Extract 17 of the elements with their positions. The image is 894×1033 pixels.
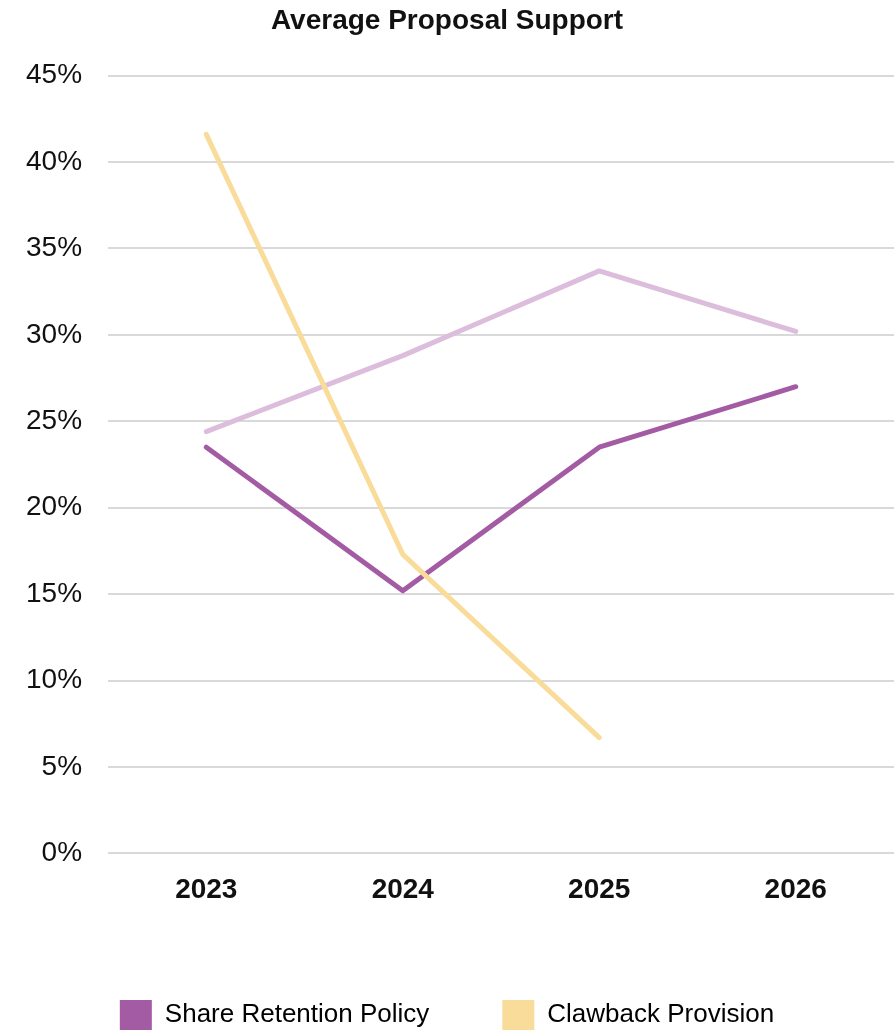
legend-label: Clawback Provision (547, 998, 775, 1029)
y-tick-label: 10% (25, 663, 83, 695)
y-tick-label: 0% (41, 836, 83, 868)
y-tick-label: 5% (41, 749, 83, 781)
y-tick-label: 45% (25, 58, 83, 90)
y-tick-label: 15% (25, 576, 83, 608)
y-tick-label: 35% (25, 231, 83, 263)
y-tick-label: 40% (25, 144, 83, 176)
y-tick-label: 30% (25, 317, 83, 349)
x-tick-label: 2025 (568, 872, 631, 904)
chart-title: Average Proposal Support (270, 3, 624, 35)
x-tick-label: 2023 (175, 872, 238, 904)
legend-label: Share Retention Policy (164, 998, 430, 1029)
y-tick-label: 25% (25, 404, 83, 436)
x-tick-label: 2024 (371, 872, 435, 904)
x-tick-label: 2026 (764, 872, 827, 904)
y-tick-label: 20% (25, 490, 83, 522)
